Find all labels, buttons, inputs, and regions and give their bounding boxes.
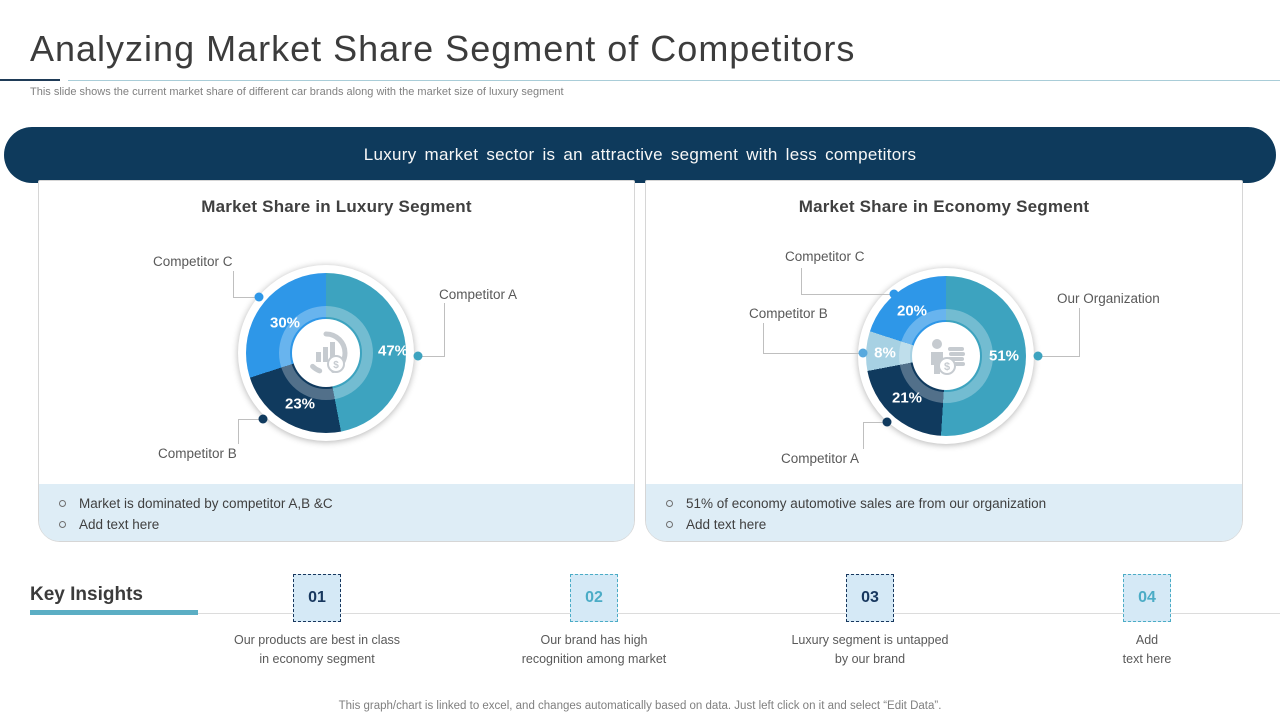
insight-number-box-03: 03 <box>846 574 894 622</box>
note-text: Add text here <box>686 517 767 532</box>
pct-label: 30% <box>269 314 301 332</box>
banner-text: Luxury market sector is an attractive se… <box>363 145 917 164</box>
slice-dot <box>254 292 264 302</box>
insight-number-box-04: 04 <box>1123 574 1171 622</box>
leader-line <box>763 323 764 353</box>
insight-text-01: Our products are best in class in econom… <box>233 633 401 667</box>
chart-title-economy: Market Share in Economy Segment <box>798 197 1090 216</box>
pct-label: 23% <box>284 395 316 413</box>
leader-line <box>1038 356 1080 357</box>
leader-line <box>418 356 445 357</box>
leader-line <box>1079 308 1080 356</box>
note-item: Add text here <box>666 514 1242 535</box>
svg-text:$: $ <box>333 360 339 371</box>
note-item: Market is dominated by competitor A,B &C <box>59 493 634 514</box>
donut-chart-luxury: $ <box>246 273 406 433</box>
note-text: 51% of economy automotive sales are from… <box>686 496 1047 511</box>
card-economy-segment: Market Share in Economy Segment $ 20% 8% <box>645 180 1243 542</box>
title-underline-accent <box>0 79 60 81</box>
insights-divider-line <box>198 613 1280 614</box>
pct-label: 20% <box>896 302 928 320</box>
key-insights-heading: Key Insights <box>30 584 143 605</box>
insight-text-04: Add text here <box>1122 633 1172 667</box>
title-underline <box>68 80 1280 81</box>
slice-dot <box>882 417 892 427</box>
leader-line <box>444 303 445 356</box>
slide-subtitle: This slide shows the current market shar… <box>30 86 564 98</box>
category-label: Competitor A <box>781 451 860 466</box>
notes-panel: 51% of economy automotive sales are from… <box>646 484 1242 541</box>
insight-number-box-02: 02 <box>570 574 618 622</box>
leader-line <box>233 271 234 297</box>
chart-title-luxury: Market Share in Luxury Segment <box>201 197 472 216</box>
insight-number-box-01: 01 <box>293 574 341 622</box>
pct-label: 8% <box>874 344 896 362</box>
category-label: Our Organization <box>1057 291 1160 306</box>
slice-dot <box>258 414 268 424</box>
bar-chart-dollar-icon: $ <box>310 331 348 375</box>
insight-text-02: Our brand has high recognition among mar… <box>521 633 667 667</box>
note-text: Add text here <box>79 517 160 532</box>
pct-label: 21% <box>891 389 923 407</box>
leader-line <box>238 419 239 444</box>
notes-panel: Market is dominated by competitor A,B &C… <box>39 484 634 541</box>
slice-dot <box>858 348 868 358</box>
circle-bullet-icon <box>666 500 673 507</box>
insight-text-03: Luxury segment is untapped by our brand <box>791 633 949 667</box>
category-label: Competitor B <box>749 306 828 321</box>
donut-chart-economy: $ <box>866 276 1026 436</box>
svg-text:$: $ <box>944 361 950 373</box>
banner: Luxury market sector is an attractive se… <box>4 127 1276 183</box>
slice-dot <box>413 351 423 361</box>
donut-hole: $ <box>292 319 360 387</box>
slice-dot <box>889 289 899 299</box>
leader-line <box>863 422 864 449</box>
circle-bullet-icon <box>59 500 66 507</box>
donut-inner-ring <box>279 306 373 400</box>
pct-label: 47% <box>377 342 409 360</box>
note-item: 51% of economy automotive sales are from… <box>666 493 1242 514</box>
donut-inner-ring <box>899 309 993 403</box>
category-label: Competitor B <box>158 446 237 461</box>
circle-bullet-icon <box>59 521 66 528</box>
category-label: Competitor A <box>439 287 518 302</box>
key-insights-underline <box>30 610 198 615</box>
category-label: Competitor C <box>153 254 233 269</box>
pct-label: 51% <box>988 347 1020 365</box>
slice-dot <box>1033 351 1043 361</box>
card-luxury-segment: Market Share in Luxury Segment $ 30% 47%… <box>38 180 635 542</box>
donut-hole: $ <box>912 322 980 390</box>
footer-note: This graph/chart is linked to excel, and… <box>338 700 942 712</box>
note-item: Add text here <box>59 514 634 535</box>
category-label: Competitor C <box>785 249 865 264</box>
leader-line <box>801 268 802 294</box>
leader-line <box>233 297 259 298</box>
leader-line <box>863 422 888 423</box>
person-money-icon: $ <box>931 339 965 375</box>
page-title: Analyzing Market Share Segment of Compet… <box>30 28 856 69</box>
note-text: Market is dominated by competitor A,B &C <box>79 496 333 511</box>
leader-line <box>763 353 863 354</box>
leader-line <box>801 294 894 295</box>
circle-bullet-icon <box>666 521 673 528</box>
leader-line <box>238 419 264 420</box>
